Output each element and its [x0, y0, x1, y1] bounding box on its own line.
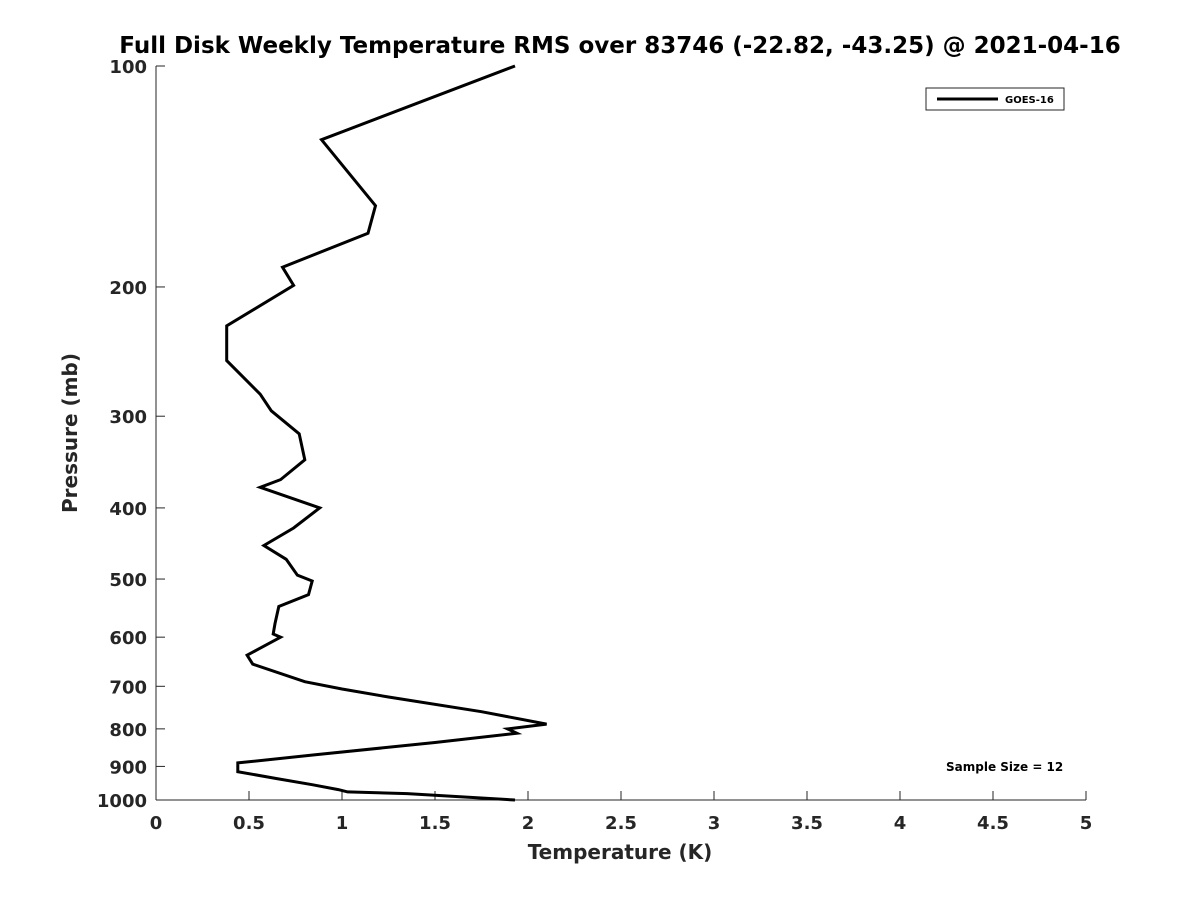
x-tick-label: 2.5: [605, 813, 637, 834]
y-tick-label: 700: [109, 677, 147, 698]
x-tick-label: 4: [894, 813, 907, 834]
x-tick-label: 3: [708, 813, 721, 834]
y-tick-label: 500: [109, 570, 147, 591]
y-tick-label: 400: [109, 499, 147, 520]
y-tick-label: 900: [109, 757, 147, 778]
legend: GOES-16: [925, 87, 1065, 111]
y-tick-label: 600: [109, 628, 147, 649]
x-tick-label: 0.5: [233, 813, 265, 834]
series-line-goes-16: [225, 64, 547, 802]
y-axis-label: Pressure (mb): [58, 353, 82, 513]
sample-size-note: Sample Size = 12: [946, 760, 1063, 774]
x-tick-label: 4.5: [977, 813, 1009, 834]
x-tick-label: 5: [1080, 813, 1093, 834]
x-tick-label: 0: [150, 813, 163, 834]
x-tick-label: 1.5: [419, 813, 451, 834]
x-tick-label: 1: [336, 813, 349, 834]
y-tick-label: 100: [109, 57, 147, 78]
legend-label-goes-16: GOES-16: [1005, 95, 1054, 106]
y-tick-label: 1000: [97, 791, 147, 812]
ticks-layer: 0 0.5 1 1.5 2 2.5 3 3.5 4 4.5 5 100 200 300 400 500 600 7…: [97, 57, 1092, 834]
y-tick-label: 300: [109, 407, 147, 428]
x-axis-label: Temperature (K): [528, 840, 713, 864]
y-tick-label: 800: [109, 720, 147, 741]
y-tick-label: 200: [109, 278, 147, 299]
chart-title: Full Disk Weekly Temperature RMS over 83…: [119, 33, 1121, 59]
x-tick-label: 2: [522, 813, 535, 834]
x-tick-label: 3.5: [791, 813, 823, 834]
